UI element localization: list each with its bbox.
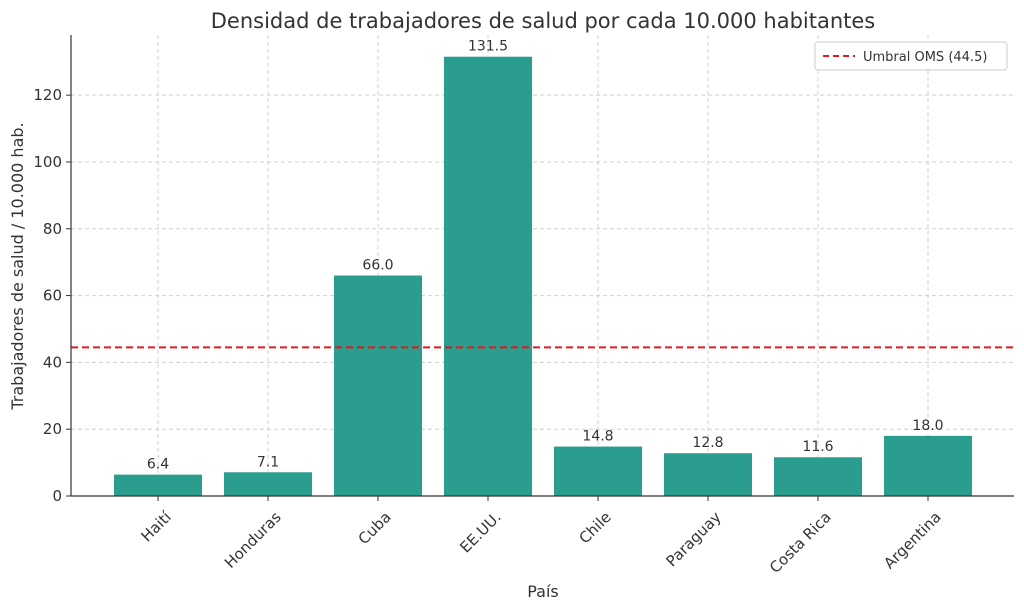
legend-box [814, 41, 1008, 71]
bar [774, 457, 862, 496]
bar [884, 435, 972, 496]
x-tick-label: Chile [575, 508, 614, 547]
x-axis-label: País [527, 582, 559, 601]
y-tick-label: 60 [43, 287, 62, 305]
value-label: 7.1 [257, 454, 279, 470]
grid [71, 35, 1014, 497]
bars [114, 56, 972, 496]
y-tick-label: 100 [33, 153, 62, 171]
x-tick-label: Argentina [880, 508, 944, 572]
y-tick-label: 120 [33, 86, 62, 104]
bar [114, 474, 202, 496]
value-label: 12.8 [692, 435, 723, 451]
x-tick-label: EE.UU. [456, 508, 504, 556]
bar [444, 56, 532, 496]
x-tick-label: Cuba [355, 508, 395, 548]
bar [224, 472, 312, 496]
axes [70, 35, 1014, 497]
bar [554, 446, 642, 496]
y-axis-label: Trabajadores de salud / 10.000 hab. [8, 122, 27, 410]
y-tick-label: 40 [43, 353, 62, 371]
y-tick-label: 20 [43, 420, 62, 438]
value-label: 6.4 [147, 457, 169, 473]
x-tick-label: Costa Rica [766, 508, 835, 577]
y-tick-label: 80 [43, 220, 62, 238]
value-labels: 6.4 7.1 66.0 131.5 14.8 12.8 11.6 18.0 [147, 39, 944, 473]
legend: Umbral OMS (44.5) [814, 41, 1008, 71]
y-ticks: 0 20 40 60 80 100 120 [33, 86, 71, 505]
chart-title: Densidad de trabajadores de salud por ca… [211, 9, 876, 33]
value-label: 18.0 [912, 418, 943, 434]
x-tick-label: Haití [137, 507, 175, 545]
value-label: 131.5 [468, 39, 508, 55]
bar [664, 453, 752, 496]
value-label: 66.0 [362, 258, 393, 274]
value-label: 11.6 [802, 439, 833, 455]
legend-label: Umbral OMS (44.5) [863, 50, 987, 65]
x-tick-label: Honduras [221, 508, 285, 572]
x-ticks: Haití Honduras Cuba EE.UU. Chile Paraguay Cost… [137, 496, 945, 577]
x-tick-label: Paraguay [663, 508, 725, 570]
bar [334, 275, 422, 496]
y-tick-label: 0 [52, 487, 62, 505]
value-label: 14.8 [582, 429, 613, 445]
